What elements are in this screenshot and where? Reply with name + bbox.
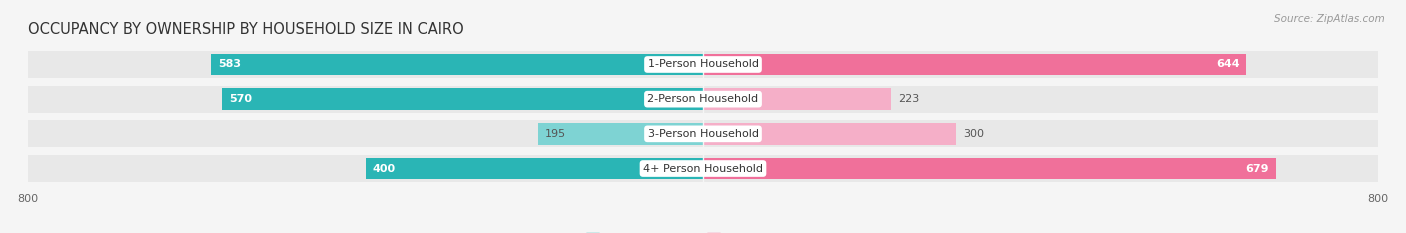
Text: 400: 400 <box>373 164 395 174</box>
Bar <box>703 86 1378 113</box>
Text: 644: 644 <box>1216 59 1240 69</box>
Text: 2-Person Household: 2-Person Household <box>647 94 759 104</box>
Bar <box>28 86 703 113</box>
Text: 570: 570 <box>229 94 252 104</box>
Bar <box>703 120 1378 147</box>
Text: 195: 195 <box>546 129 567 139</box>
Text: 4+ Person Household: 4+ Person Household <box>643 164 763 174</box>
Text: 223: 223 <box>898 94 920 104</box>
Bar <box>28 120 703 147</box>
Text: Source: ZipAtlas.com: Source: ZipAtlas.com <box>1274 14 1385 24</box>
Text: 300: 300 <box>963 129 984 139</box>
Bar <box>538 123 703 145</box>
Text: 3-Person Household: 3-Person Household <box>648 129 758 139</box>
Bar <box>703 51 1378 78</box>
Bar <box>703 155 1378 182</box>
Bar <box>703 158 1275 179</box>
Bar <box>703 88 891 110</box>
Text: OCCUPANCY BY OWNERSHIP BY HOUSEHOLD SIZE IN CAIRO: OCCUPANCY BY OWNERSHIP BY HOUSEHOLD SIZE… <box>28 22 464 37</box>
Text: 679: 679 <box>1246 164 1270 174</box>
Legend: Owner-occupied, Renter-occupied: Owner-occupied, Renter-occupied <box>581 229 825 233</box>
Bar <box>703 123 956 145</box>
Text: 583: 583 <box>218 59 240 69</box>
Bar <box>28 155 703 182</box>
Bar <box>222 88 703 110</box>
Bar <box>28 51 703 78</box>
Bar <box>366 158 703 179</box>
Bar <box>703 54 1246 75</box>
Text: 1-Person Household: 1-Person Household <box>648 59 758 69</box>
Bar <box>211 54 703 75</box>
